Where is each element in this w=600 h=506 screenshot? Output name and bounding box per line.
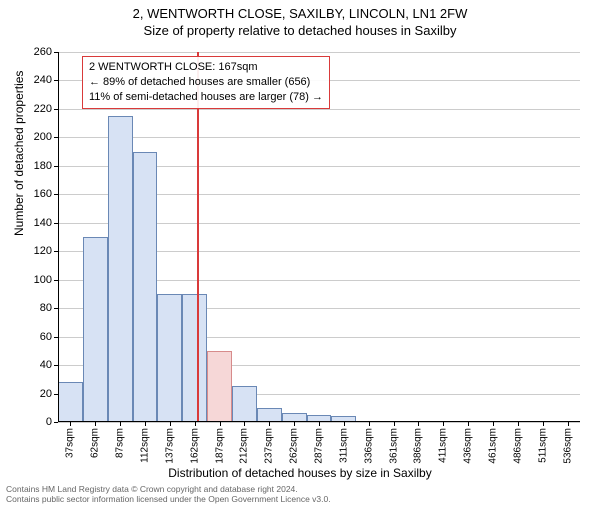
xtick-mark (443, 422, 444, 426)
xtick-label: 162sqm (189, 428, 200, 464)
ytick-label: 120 (34, 245, 52, 257)
xtick-mark (468, 422, 469, 426)
x-axis-label: Distribution of detached houses by size … (0, 466, 600, 480)
chart-title-main: 2, WENTWORTH CLOSE, SAXILBY, LINCOLN, LN… (0, 6, 600, 21)
ytick-label: 100 (34, 274, 52, 286)
ytick-label: 80 (40, 302, 52, 314)
xtick-mark (244, 422, 245, 426)
histogram-bar (157, 294, 182, 422)
xtick-label: 112sqm (140, 428, 151, 463)
xtick-mark (145, 422, 146, 426)
ytick-label: 0 (46, 416, 52, 428)
histogram-bar (83, 237, 108, 422)
xtick-label: 62sqm (90, 428, 101, 458)
annotation-line: 2 WENTWORTH CLOSE: 167sqm (89, 60, 323, 75)
xtick-mark (369, 422, 370, 426)
xtick-mark (220, 422, 221, 426)
xtick-label: 237sqm (264, 428, 275, 464)
xtick-label: 87sqm (115, 428, 126, 458)
ytick-mark (54, 422, 58, 423)
y-axis-label: Number of detached properties (12, 71, 26, 236)
xtick-mark (70, 422, 71, 426)
histogram-bar (182, 294, 207, 422)
xtick-label: 386sqm (413, 428, 424, 464)
xtick-label: 287sqm (314, 428, 325, 464)
footer-line-1: Contains HM Land Registry data © Crown c… (6, 484, 331, 494)
xtick-mark (170, 422, 171, 426)
ytick-label: 40 (40, 359, 52, 371)
xtick-mark (319, 422, 320, 426)
grid-line (58, 52, 580, 53)
xtick-mark (294, 422, 295, 426)
ytick-label: 20 (40, 388, 52, 400)
ytick-label: 60 (40, 331, 52, 343)
histogram-bar (133, 152, 158, 422)
xtick-label: 486sqm (512, 428, 523, 464)
xtick-label: 137sqm (164, 428, 175, 464)
footer-attribution: Contains HM Land Registry data © Crown c… (6, 484, 331, 504)
xtick-mark (518, 422, 519, 426)
footer-line-2: Contains public sector information licen… (6, 494, 331, 504)
xtick-mark (543, 422, 544, 426)
ytick-label: 240 (34, 74, 52, 86)
histogram-bar (108, 116, 133, 422)
ytick-label: 180 (34, 160, 52, 172)
chart-title-sub: Size of property relative to detached ho… (0, 23, 600, 38)
xtick-label: 336sqm (363, 428, 374, 464)
histogram-bar (232, 386, 257, 422)
grid-line (58, 137, 580, 138)
xtick-label: 187sqm (214, 428, 225, 464)
xtick-label: 37sqm (65, 428, 76, 458)
xtick-mark (344, 422, 345, 426)
chart-plot-area: 02040608010012014016018020022024026037sq… (58, 52, 580, 422)
xtick-label: 511sqm (537, 428, 548, 463)
ytick-label: 220 (34, 103, 52, 115)
xtick-label: 461sqm (488, 428, 499, 464)
xtick-label: 262sqm (289, 428, 300, 464)
y-axis-line (58, 52, 59, 422)
annotation-line: 11% of semi-detached houses are larger (… (89, 90, 323, 105)
xtick-label: 411sqm (438, 428, 449, 463)
histogram-bar (257, 408, 282, 422)
xtick-label: 311sqm (338, 428, 349, 463)
annotation-box: 2 WENTWORTH CLOSE: 167sqm← 89% of detach… (82, 56, 330, 109)
histogram-bar (58, 382, 83, 422)
xtick-mark (568, 422, 569, 426)
x-axis-line (58, 421, 580, 422)
ytick-label: 260 (34, 46, 52, 58)
ytick-label: 200 (34, 131, 52, 143)
xtick-label: 436sqm (463, 428, 474, 464)
xtick-mark (269, 422, 270, 426)
xtick-mark (418, 422, 419, 426)
xtick-label: 361sqm (388, 428, 399, 464)
xtick-label: 212sqm (239, 428, 250, 464)
xtick-mark (195, 422, 196, 426)
annotation-line: ← 89% of detached houses are smaller (65… (89, 75, 323, 90)
ytick-label: 160 (34, 188, 52, 200)
xtick-mark (120, 422, 121, 426)
xtick-label: 536sqm (562, 428, 573, 464)
histogram-bar (207, 351, 232, 422)
ytick-label: 140 (34, 217, 52, 229)
xtick-mark (394, 422, 395, 426)
xtick-mark (493, 422, 494, 426)
xtick-mark (95, 422, 96, 426)
grid-line (58, 109, 580, 110)
